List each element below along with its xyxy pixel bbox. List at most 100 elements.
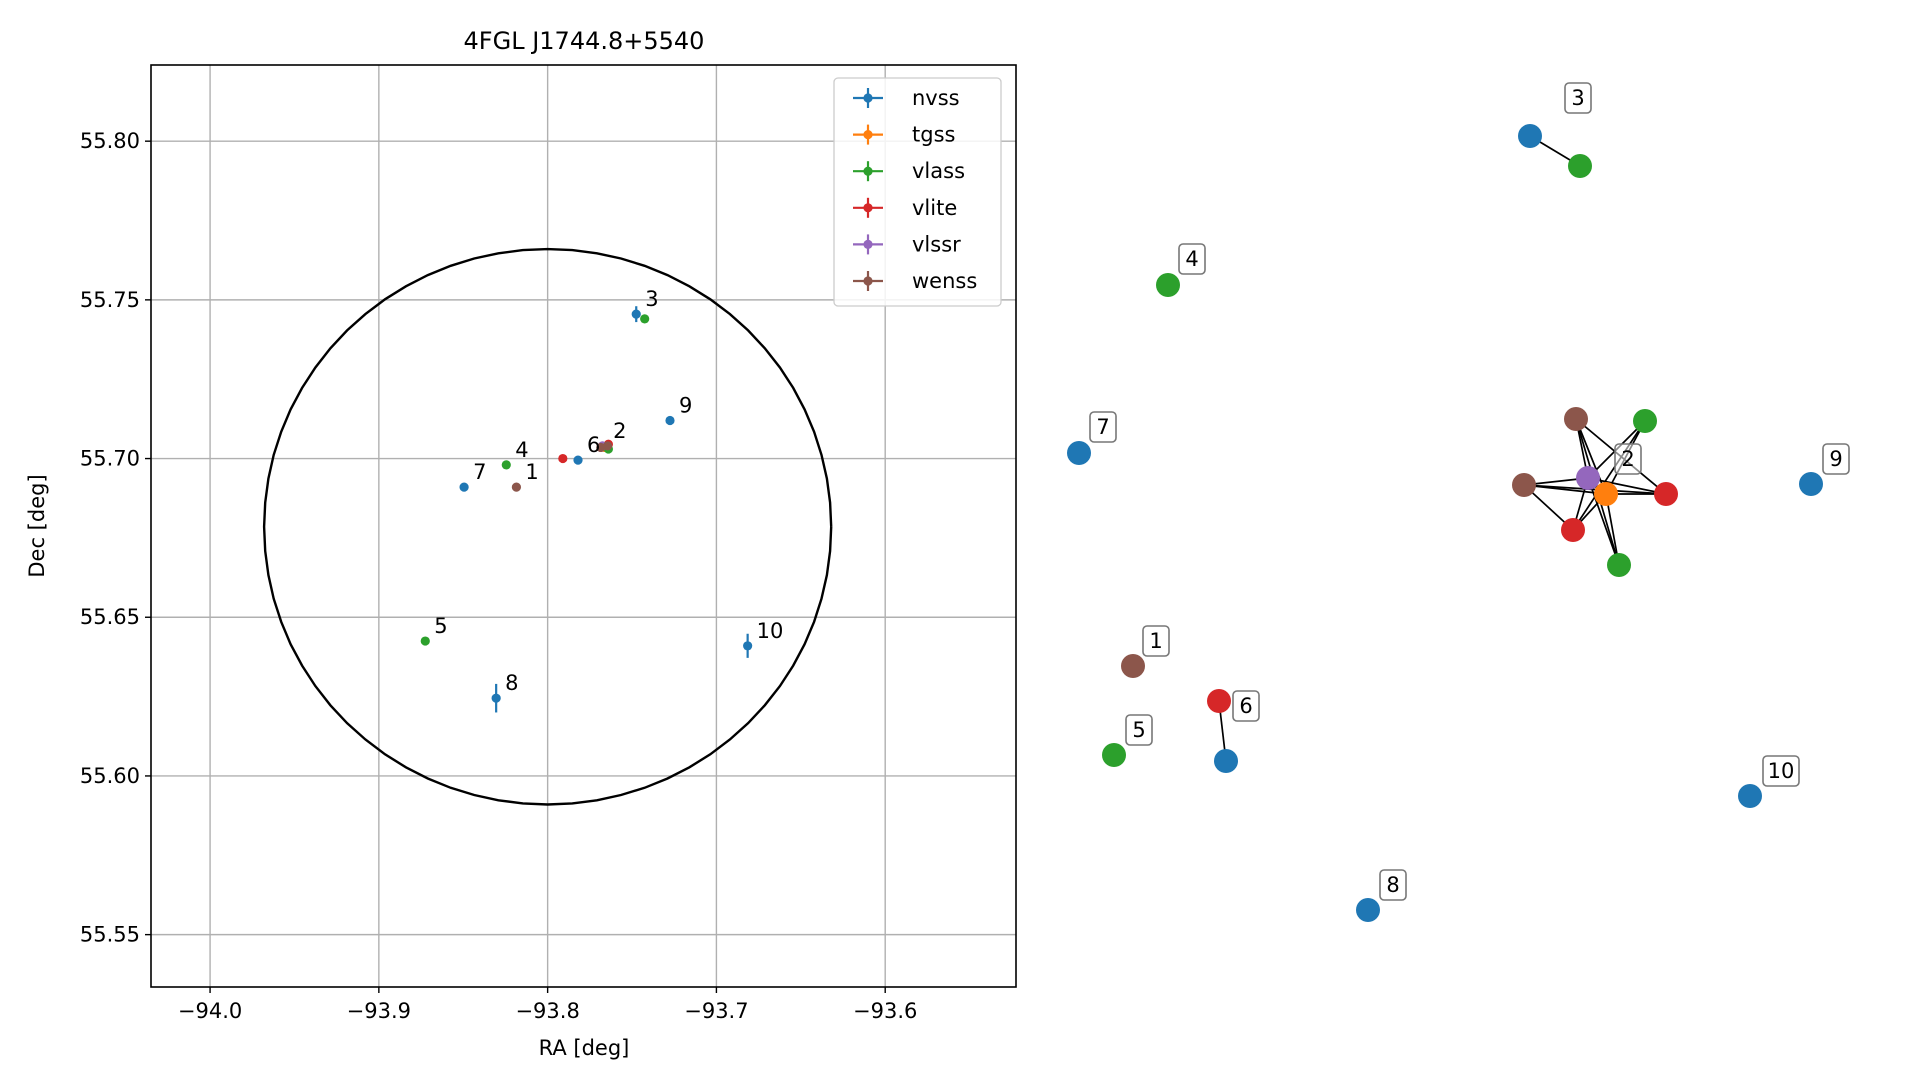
network-label-text: 4	[1185, 247, 1198, 271]
data-point-nvss	[665, 415, 675, 426]
legend-label-wenss: wenss	[912, 269, 977, 293]
network-label-box	[1379, 869, 1407, 901]
network-label-text: 10	[1768, 759, 1795, 783]
network-node-nvss	[1738, 784, 1762, 808]
legend-label-tgss: tgss	[912, 123, 955, 147]
network-label-text: 1	[1149, 629, 1162, 653]
source-label: 7	[473, 460, 486, 484]
network-label-text: 5	[1132, 718, 1145, 742]
edge-layer	[1218, 135, 1667, 762]
source-label: 6	[587, 433, 600, 457]
data-point-vlass	[420, 636, 430, 646]
network-label: 10	[1762, 755, 1800, 787]
data-point-vlass	[501, 460, 511, 470]
network-edge	[1587, 477, 1620, 566]
network-node-vlite	[1207, 689, 1231, 713]
data-point-wenss	[511, 482, 522, 492]
annotation-layer: 1 2 3 4 5 6 7 8 9 10	[434, 287, 783, 695]
plot-frame	[150, 64, 1017, 988]
network-node-nvss	[1799, 472, 1823, 496]
network-edge	[1587, 477, 1667, 495]
network-node-tgss	[1594, 482, 1618, 506]
network-label-box	[1762, 755, 1800, 787]
data-point-nvss	[573, 455, 583, 465]
circle-layer	[262, 247, 833, 806]
network-label-text: 2	[1621, 447, 1634, 471]
legend-marker-vlass	[863, 166, 873, 176]
x-axis-ticks: −94.0 −93.9 −93.8 −93.7 −93.6	[178, 987, 917, 1023]
data-point-nvss	[631, 309, 641, 319]
uncertainty-circle	[262, 247, 833, 806]
source-label: 8	[505, 671, 518, 695]
network-label: 2	[1614, 443, 1642, 475]
source-label: 4	[515, 438, 528, 462]
legend-marker-wenss	[863, 276, 873, 286]
network-label: 8	[1379, 869, 1407, 901]
data-point-wenss	[602, 441, 613, 451]
data-point-vlass	[640, 314, 650, 324]
network-label: 6	[1232, 690, 1260, 722]
source-label: 3	[645, 287, 658, 311]
source-label: 2	[613, 419, 626, 443]
source-label: 1	[525, 460, 538, 484]
network-label-box	[1564, 82, 1592, 114]
y-tick-label: 55.65	[80, 605, 140, 629]
y-tick-label: 55.80	[80, 129, 140, 153]
network-label-text: 3	[1571, 86, 1584, 110]
network-node-vlite	[1654, 482, 1678, 506]
network-label: 3	[1564, 82, 1592, 114]
legend-marker-vlssr	[863, 239, 873, 249]
data-point-nvss	[491, 693, 501, 703]
y-tick-label: 55.60	[80, 764, 140, 788]
network-label: 4	[1178, 243, 1206, 275]
legend-label-vlite: vlite	[912, 196, 957, 220]
y-tick-label: 55.55	[80, 923, 140, 947]
source-label: 9	[679, 393, 692, 417]
x-tick-label: −94.0	[178, 999, 242, 1023]
data-point-nvss	[459, 482, 469, 492]
network-label-text: 9	[1829, 447, 1842, 471]
x-tick-label: −93.7	[684, 999, 748, 1023]
network-node-nvss	[1356, 898, 1380, 922]
legend-label-vlssr: vlssr	[912, 232, 961, 256]
network-node-wenss	[1121, 654, 1145, 678]
network-label-box	[1178, 243, 1206, 275]
network-label-box	[1125, 714, 1153, 746]
network-edge	[1605, 493, 1620, 566]
points-layer	[420, 306, 753, 713]
network-label-box	[1614, 443, 1642, 475]
network-node-vlass	[1102, 743, 1126, 767]
data-point-nvss	[743, 641, 753, 651]
network-label: 7	[1089, 411, 1117, 443]
x-axis-label: RA [deg]	[539, 1036, 630, 1060]
legend-marker-vlite	[863, 203, 873, 213]
legend: nvss tgss vlass vlite vlssr wenss	[833, 77, 1002, 307]
y-axis-ticks: 55.55 55.60 55.65 55.70 55.75 55.80	[80, 129, 151, 947]
network-edge	[1572, 420, 1646, 531]
network-node-vlssr	[1576, 466, 1600, 490]
legend-marker-nvss	[863, 93, 873, 103]
network-label-text: 8	[1386, 873, 1399, 897]
y-tick-label: 55.70	[80, 447, 140, 471]
network-label-box	[1089, 411, 1117, 443]
network-node-vlite	[1561, 518, 1585, 542]
chart-title: 4FGL J1744.8+5540	[464, 27, 705, 55]
network-node-nvss	[1518, 124, 1542, 148]
network-label-text: 7	[1096, 415, 1109, 439]
network-node-nvss	[1067, 441, 1091, 465]
y-tick-label: 55.75	[80, 288, 140, 312]
source-label: 5	[434, 614, 447, 638]
network-node-vlass	[1568, 154, 1592, 178]
y-axis-label: Dec [deg]	[25, 474, 49, 577]
legend-marker-tgss	[863, 130, 873, 140]
network-label-text: 6	[1239, 694, 1252, 718]
network-node-wenss	[1512, 473, 1536, 497]
data-point-vlite	[558, 453, 568, 464]
x-tick-label: −93.8	[515, 999, 579, 1023]
network-node-wenss	[1564, 407, 1588, 431]
node-layer	[1067, 124, 1823, 922]
scatter-panel: 4FGL J1744.8+5540 1 2 3 4 5 6 7 8 9 10 −94.0 −93.9…	[25, 27, 1017, 1060]
network-node-vlass	[1607, 553, 1631, 577]
